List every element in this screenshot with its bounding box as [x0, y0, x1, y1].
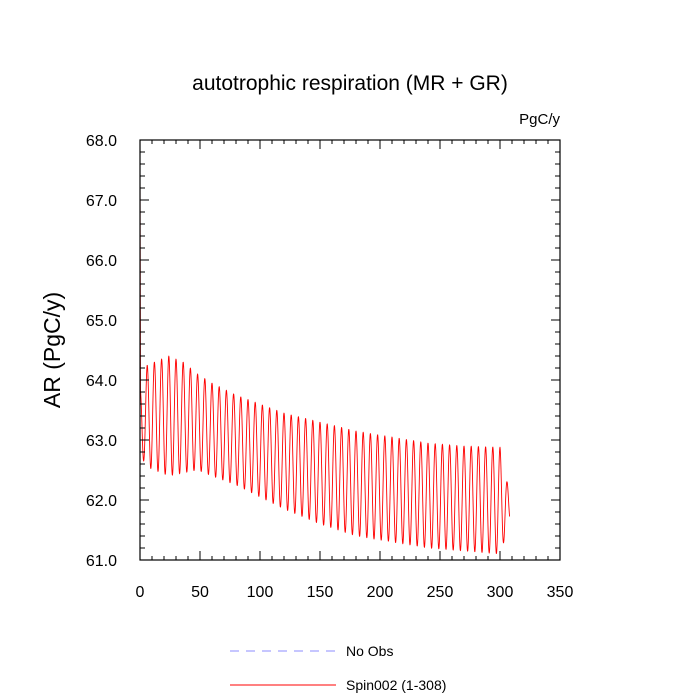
x-tick-label: 300: [487, 584, 514, 601]
y-tick-label: 61.0: [86, 553, 117, 570]
y-tick-label: 62.0: [86, 493, 117, 510]
legend-label-spin002: Spin002 (1-308): [346, 677, 446, 693]
axis-ticks: [139, 139, 561, 561]
legend: No Obs Spin002 (1-308): [230, 643, 446, 693]
y-tick-label: 67.0: [86, 193, 117, 210]
plot-frame: [139, 139, 561, 561]
x-tick-label: 350: [547, 584, 574, 601]
y-tick-label: 66.0: [86, 253, 117, 270]
x-tick-label: 50: [191, 584, 209, 601]
x-tick-label: 0: [136, 584, 145, 601]
y-tick-label: 63.0: [86, 433, 117, 450]
units-label: PgC/y: [519, 111, 560, 128]
x-tick-label: 250: [427, 584, 454, 601]
x-tick-label: 100: [247, 584, 274, 601]
x-tick-label: 200: [367, 584, 394, 601]
y-tick-label: 68.0: [86, 133, 117, 150]
legend-label-no-obs: No Obs: [346, 643, 393, 659]
y-tick-label: 64.0: [86, 373, 117, 390]
chart-title: autotrophic respiration (MR + GR): [192, 72, 508, 95]
y-tick-label: 65.0: [86, 313, 117, 330]
series-layer: [139, 154, 511, 554]
x-tick-label: 150: [307, 584, 334, 601]
axis-tick-labels: 0 50 100 150 200 250 300 350 61.0 62.0 63.0 64.0 65.…: [86, 133, 574, 601]
series-line-spin002: [139, 154, 511, 554]
y-axis-label: AR (PgC/y): [39, 292, 65, 408]
